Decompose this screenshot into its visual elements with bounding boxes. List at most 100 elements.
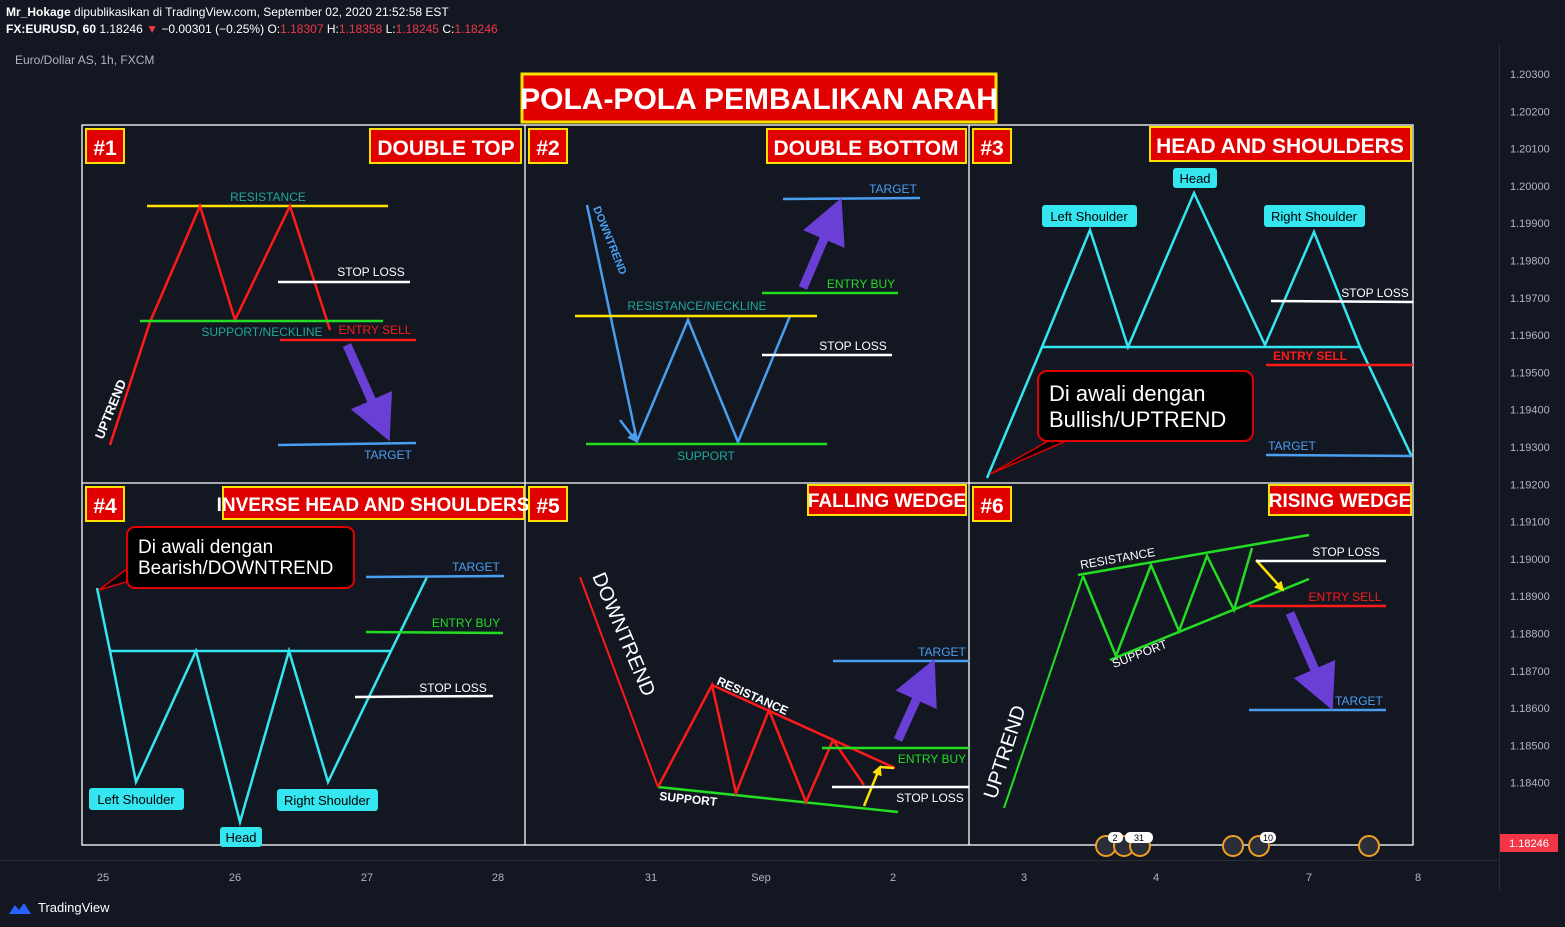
time-tick: 8 — [1415, 872, 1421, 884]
price-tick: 1.18800 — [1510, 629, 1550, 641]
price-axis[interactable] — [1499, 44, 1565, 890]
price-tick: 1.18500 — [1510, 740, 1550, 752]
price-tick: 1.19200 — [1510, 479, 1550, 491]
main-title-box: POLA-POLA PEMBALIKAN ARAH — [520, 72, 998, 124]
entry-sell-label: ENTRY SELL — [339, 323, 412, 337]
price-tick: 1.19700 — [1510, 293, 1550, 305]
price-tick: 1.19300 — [1510, 442, 1550, 454]
event-badge-count: 31 — [1134, 833, 1144, 843]
target-label: TARGET — [869, 182, 917, 196]
time-tick: Sep — [751, 872, 771, 884]
time-tick-labels: 25 26 27 28 31 Sep 2 3 4 7 8 — [97, 872, 1421, 884]
price-tick-labels: 1.20300 1.20200 1.20100 1.20000 1.19900 1.198… — [1510, 69, 1550, 790]
price-tick: 1.18400 — [1510, 778, 1550, 790]
support-label: SUPPORT — [677, 449, 735, 463]
panel-title: RISING WEDGE — [1269, 491, 1412, 512]
high-label: H: — [326, 22, 339, 36]
left-shoulder-label: Left Shoulder — [1050, 209, 1128, 224]
time-tick: 3 — [1021, 872, 1027, 884]
price-tick: 1.20100 — [1510, 144, 1550, 156]
price-tick: 1.19900 — [1510, 218, 1550, 230]
panel-title: DOUBLE TOP — [377, 137, 514, 160]
entry-buy-label: ENTRY BUY — [432, 616, 500, 630]
price-tick: 1.18900 — [1510, 591, 1550, 603]
time-axis[interactable] — [0, 860, 1500, 891]
right-shoulder-label: Right Shoulder — [284, 793, 371, 808]
resistance-label: RESISTANCE — [715, 674, 791, 718]
chart-symbol-label: Euro/Dollar AS, 1h, FXCM — [15, 53, 155, 67]
current-price-tag: 1.18246 — [1500, 834, 1558, 852]
price-tick: 1.19500 — [1510, 367, 1550, 379]
header-line-1: Mr_Hokage dipublikasikan di TradingView.… — [6, 5, 449, 19]
down-arrow-icon: ▼ — [146, 22, 158, 36]
footer-brand[interactable]: TradingView — [8, 900, 110, 915]
event-badges[interactable]: 2 31 10 — [1095, 832, 1380, 857]
last-price: 1.18246 — [99, 22, 143, 36]
price-tick: 1.19800 — [1510, 256, 1550, 268]
price-tick: 1.20000 — [1510, 181, 1550, 193]
price-tick: 1.20200 — [1510, 106, 1550, 118]
price-tick: 1.20300 — [1510, 69, 1550, 81]
low-value: 1.18245 — [395, 22, 439, 36]
note-line-1: Di awali dengan — [1049, 381, 1206, 406]
panel-title: FALLING WEDGE — [808, 491, 966, 512]
entry-sell-label: ENTRY SELL — [1273, 349, 1347, 363]
panel-number: #6 — [980, 495, 1003, 518]
panel-double-top: #1 DOUBLE TOP RESISTANCE SUPPORT/NECKLIN… — [85, 128, 522, 462]
time-tick: 25 — [97, 872, 109, 884]
panel-falling-wedge: #5 FALLING WEDGE DOWNTREND RESISTANCE SU… — [528, 484, 969, 814]
price-tick: 1.19100 — [1510, 517, 1550, 529]
author-name[interactable]: Mr_Hokage — [6, 5, 71, 19]
downtrend-label: DOWNTREND — [587, 569, 659, 699]
time-tick: 4 — [1153, 872, 1159, 884]
support-label: SUPPORT — [1110, 637, 1170, 671]
entry-buy-label: ENTRY BUY — [898, 752, 966, 766]
price-tick: 1.18700 — [1510, 666, 1550, 678]
neckline-label: SUPPORT/NECKLINE — [201, 325, 322, 339]
right-shoulder-label: Right Shoulder — [1271, 209, 1358, 224]
brand-name: TradingView — [38, 900, 110, 915]
time-tick: 7 — [1306, 872, 1312, 884]
close-label: C: — [442, 22, 455, 36]
target-label: TARGET — [1268, 439, 1316, 453]
note-line-2: Bullish/UPTREND — [1049, 407, 1226, 432]
target-label: TARGET — [918, 645, 966, 659]
resistance-label: RESISTANCE — [230, 190, 306, 204]
time-tick: 28 — [492, 872, 504, 884]
published-info: dipublikasikan di TradingView.com, Septe… — [74, 5, 449, 19]
panel-number: #4 — [93, 495, 117, 518]
stop-loss-label: STOP LOSS — [896, 791, 964, 805]
stop-loss-label: STOP LOSS — [1341, 286, 1409, 300]
left-shoulder-label: Left Shoulder — [97, 792, 175, 807]
downtrend-label: DOWNTREND — [590, 205, 628, 277]
entry-buy-label: ENTRY BUY — [827, 277, 895, 291]
target-label: TARGET — [364, 448, 412, 462]
time-tick: 27 — [361, 872, 373, 884]
symbol[interactable]: FX:EURUSD, 60 — [6, 22, 97, 36]
header-line-2: FX:EURUSD, 60 1.18246 ▼ −0.00301 (−0.25%… — [6, 22, 498, 36]
current-price-label: 1.18246 — [1509, 838, 1549, 850]
price-tick: 1.19600 — [1510, 330, 1550, 342]
stop-loss-label: STOP LOSS — [819, 339, 887, 353]
target-label: TARGET — [452, 560, 500, 574]
price-tick: 1.18600 — [1510, 703, 1550, 715]
panel-number: #1 — [93, 137, 117, 160]
price-tick: 1.19000 — [1510, 554, 1550, 566]
open-value: 1.18307 — [280, 22, 324, 36]
main-title: POLA-POLA PEMBALIKAN ARAH — [520, 83, 998, 116]
panel-head-and-shoulders: #3 HEAD AND SHOULDERS Left Shoulder Head… — [972, 126, 1414, 479]
panel-inverse-head-and-shoulders: #4 INVERSE HEAD AND SHOULDERS TARGET ENT… — [85, 486, 529, 847]
panel-number: #3 — [980, 137, 1003, 160]
stop-loss-label: STOP LOSS — [419, 681, 487, 695]
panel-grid — [81, 124, 1414, 846]
open-label: O: — [267, 22, 281, 36]
high-value: 1.18358 — [338, 22, 383, 36]
time-tick: 26 — [229, 872, 241, 884]
panel-double-bottom: #2 DOUBLE BOTTOM RESISTANCE/NECKLINE SUP… — [528, 128, 967, 463]
panel-rising-wedge: #6 RISING WEDGE UPTREND RESISTANCE SUPPO… — [972, 484, 1412, 809]
price-tick: 1.19400 — [1510, 405, 1550, 417]
time-tick: 31 — [645, 872, 657, 884]
stop-loss-label: STOP LOSS — [337, 265, 405, 279]
time-tick: 2 — [890, 872, 896, 884]
